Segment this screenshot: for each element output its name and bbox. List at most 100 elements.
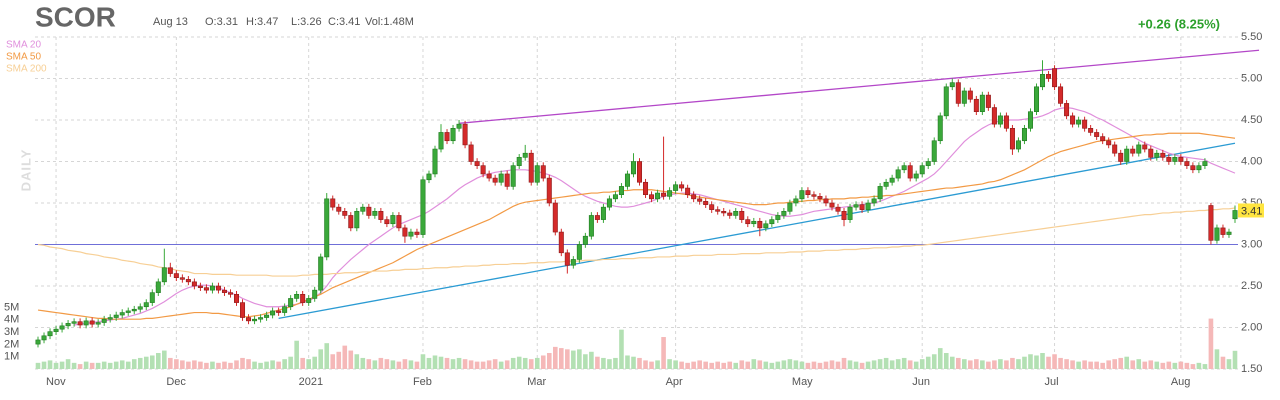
candle-body (510, 165, 516, 187)
volume-bar (1082, 360, 1087, 369)
x-tick-label: Dec (166, 376, 186, 388)
volume-bar (1142, 361, 1148, 369)
candle-body (661, 192, 667, 197)
last-price-tag (1238, 203, 1264, 218)
candle-body (685, 187, 691, 195)
volume-bar (998, 359, 1003, 369)
candle-body (444, 132, 450, 142)
candle-body (522, 152, 528, 158)
volume-bar (655, 360, 660, 369)
volume-bar (192, 360, 197, 369)
candle-body (709, 204, 715, 210)
volume-bar (679, 361, 684, 369)
candle-body (546, 177, 552, 204)
volume-bar (949, 356, 955, 369)
candle-body (35, 339, 41, 345)
candle-body (775, 215, 781, 220)
header-high: H:3.47 (246, 16, 278, 28)
candle-body (1208, 205, 1214, 241)
volume-bar (931, 354, 937, 369)
volume-bar (462, 359, 468, 369)
volume-bar (528, 359, 534, 369)
volume-bar (396, 361, 402, 369)
candle-body (673, 184, 679, 191)
y-tick-label: 2.50 (1241, 280, 1262, 292)
volume-bar (480, 361, 486, 369)
volume-bar (721, 362, 727, 369)
candle-body (931, 140, 937, 162)
volume-bar (107, 362, 113, 369)
volume-bar (937, 348, 943, 369)
volume-bar (1226, 359, 1232, 369)
volume-bar (1190, 364, 1196, 369)
candle-body (883, 181, 889, 187)
candle-body (1184, 161, 1190, 166)
candle-body (552, 202, 558, 233)
volume-bar (264, 361, 269, 369)
volume-bar (360, 357, 366, 369)
candle-body (378, 211, 384, 220)
candle-body (119, 312, 125, 316)
candle-body (306, 298, 312, 303)
volume-bar (546, 353, 552, 369)
trendline (278, 142, 1236, 320)
y-tick-label: 3.00 (1241, 238, 1262, 250)
volume-bar (649, 361, 654, 369)
volume-bar (306, 359, 311, 369)
volume-bar (318, 349, 324, 369)
volume-bar (1040, 353, 1045, 369)
volume-bar (1106, 360, 1111, 369)
header-open: O:3.31 (205, 16, 238, 28)
volume-tick-label: 2M (4, 338, 19, 350)
candle-body (1178, 157, 1184, 162)
candle-body (1232, 210, 1238, 220)
candle-body (1118, 152, 1124, 162)
candle-body (799, 190, 805, 200)
sma-line (37, 132, 1236, 320)
candle-body (564, 252, 570, 266)
candle-body (715, 209, 721, 212)
volume-bar (769, 362, 775, 369)
volume-bar (432, 355, 438, 369)
candle-body (606, 198, 612, 208)
volume-bar (504, 360, 510, 369)
candle-body (1046, 74, 1052, 79)
candle-body (486, 173, 492, 179)
candle-body (197, 285, 203, 288)
volume-bar (811, 361, 817, 369)
volume-bar (805, 362, 811, 369)
volume-bar (853, 361, 859, 369)
volume-bar (667, 359, 672, 369)
volume-bar (540, 355, 546, 369)
volume-bar (300, 357, 305, 369)
volume-bar (1148, 360, 1154, 369)
volume-bar (799, 361, 805, 369)
trendline (458, 49, 1260, 124)
volume-bar (1166, 361, 1172, 369)
candle-body (757, 220, 763, 229)
volume-bar (336, 351, 342, 369)
volume-bar (595, 356, 600, 369)
volume-bar (330, 354, 336, 369)
volume-bar (625, 355, 630, 369)
volume-bar (1130, 360, 1136, 369)
candle-body (997, 115, 1003, 125)
volume-bar (1154, 361, 1160, 369)
candle-body (679, 184, 685, 189)
volume-bar (757, 360, 763, 369)
candle-body (234, 293, 240, 303)
candle-body (823, 198, 829, 204)
volume-tick-label: 1M (4, 351, 19, 363)
candle-body (667, 190, 673, 197)
candle-body (191, 281, 197, 287)
volume-bar (613, 357, 618, 369)
candle-body (95, 322, 101, 325)
volume-bar (312, 356, 317, 369)
candle-body (637, 161, 643, 183)
candle-body (155, 281, 161, 293)
candle-body (414, 231, 420, 235)
candle-body (1027, 111, 1033, 129)
legend-entry: SMA 20 (6, 40, 41, 51)
volume-bar (691, 361, 696, 369)
